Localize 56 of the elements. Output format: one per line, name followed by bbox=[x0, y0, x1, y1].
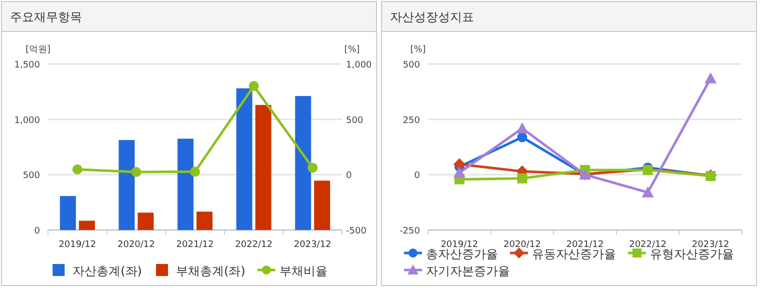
x-tick-label: 2021/12 bbox=[566, 240, 604, 250]
y-axis-title: [억원] bbox=[25, 45, 51, 55]
y-axis-title: [%] bbox=[410, 45, 426, 55]
y-tick-label: 500 bbox=[402, 60, 420, 70]
y-tick-label: 1,500 bbox=[14, 60, 40, 70]
point bbox=[517, 132, 528, 142]
chart-title: 자산성장성지표 bbox=[390, 10, 474, 24]
point bbox=[453, 158, 466, 170]
y-tick-label: 0 bbox=[414, 171, 420, 182]
point bbox=[516, 122, 528, 134]
legend-label: 부채총계(좌) bbox=[176, 264, 246, 278]
bar bbox=[196, 212, 212, 230]
legend-label: 자산총계(좌) bbox=[72, 264, 142, 278]
legend-label: 총자산증가율 bbox=[426, 247, 498, 261]
point bbox=[453, 166, 466, 178]
bar bbox=[255, 104, 272, 230]
legend-label: 유형자산증가율 bbox=[650, 247, 734, 261]
y-tick-label: -250 bbox=[400, 226, 420, 236]
x-tick-label: 2022/12 bbox=[235, 240, 272, 250]
y2-tick-label: 500 bbox=[346, 116, 364, 126]
bar bbox=[178, 138, 194, 230]
legend-label: 자기자본증가율 bbox=[426, 264, 510, 278]
y2-tick-label: 1,000 bbox=[346, 60, 372, 70]
x-tick-label: 2020/12 bbox=[118, 240, 155, 250]
bar bbox=[118, 140, 135, 230]
bar bbox=[236, 88, 252, 230]
y2-axis-title: [%] bbox=[344, 45, 360, 55]
y-tick-label: 500 bbox=[22, 171, 40, 182]
y2-tick-label: -500 bbox=[346, 226, 367, 236]
x-tick-label: 2022/12 bbox=[629, 240, 666, 250]
point bbox=[190, 166, 200, 177]
bar bbox=[138, 212, 154, 230]
x-tick-label: 2020/12 bbox=[504, 240, 541, 250]
point bbox=[704, 72, 717, 84]
legend-label: 유동자산증가율 bbox=[532, 247, 616, 261]
point bbox=[308, 162, 318, 173]
legend-label: 부채비율 bbox=[279, 264, 328, 278]
point bbox=[72, 164, 82, 174]
x-tick-label: 2021/12 bbox=[176, 240, 214, 250]
x-tick-label: 2023/12 bbox=[692, 240, 730, 250]
y-tick-label: 1,000 bbox=[14, 116, 40, 126]
x-tick-label: 2019/12 bbox=[58, 240, 96, 250]
bar bbox=[60, 196, 76, 230]
point bbox=[131, 167, 142, 178]
x-tick-label: 2023/12 bbox=[294, 240, 332, 250]
point bbox=[248, 81, 259, 92]
bar bbox=[314, 180, 330, 230]
y2-tick-label: 0 bbox=[346, 171, 352, 182]
chart-title: 주요재무항목 bbox=[10, 10, 82, 24]
point bbox=[517, 173, 528, 184]
bar bbox=[78, 220, 95, 230]
y-tick-label: 0 bbox=[34, 226, 40, 236]
point bbox=[642, 186, 654, 198]
x-tick-label: 2019/12 bbox=[440, 240, 478, 250]
bar bbox=[295, 96, 312, 230]
y-tick-label: 250 bbox=[402, 116, 420, 126]
